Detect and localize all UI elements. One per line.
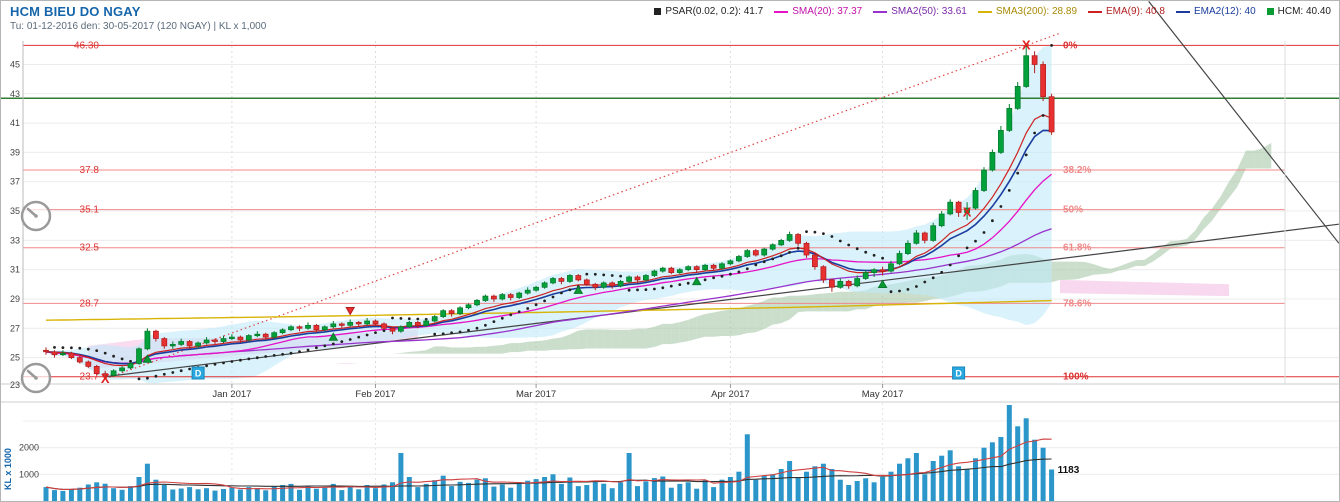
x-axis-month-label: Mar 2017: [516, 389, 556, 400]
legend-item-5[interactable]: EMA2(12): 40: [1175, 6, 1256, 17]
volume-series: [43, 405, 1055, 501]
fib-price-label: 23.7: [80, 372, 100, 383]
fib-price-label: 37.8: [80, 165, 100, 176]
support-line: [105, 223, 1339, 378]
svg-text:D: D: [955, 369, 962, 379]
buy-signal-icon: [142, 354, 153, 363]
legend-label: SMA3(200): 28.89: [995, 6, 1078, 17]
scroll-tool-icon-lower[interactable]: [20, 362, 52, 394]
resistance-line: [1148, 1, 1339, 244]
buy-signal-icon: [877, 279, 888, 288]
sell-signal-icon: [345, 307, 356, 316]
indicator-legend: PSAR(0.02, 0.2): 41.7 SMA(20): 37.37 SMA2(…: [654, 6, 1331, 17]
y-axis-tick-label: 35: [10, 206, 20, 216]
x-marker: X: [1022, 37, 1031, 52]
fib-price-label: 46.30: [74, 40, 99, 51]
y-axis-tick-label: 37: [10, 177, 20, 187]
fib-price-label: 35.1: [80, 205, 100, 216]
page-title: HCM BIEU DO NGAY: [10, 4, 141, 19]
y-axis-tick-label: 25: [10, 353, 20, 363]
y-axis-tick-label: 33: [10, 235, 20, 245]
legend-item-4[interactable]: EMA(9): 40.8: [1088, 6, 1165, 17]
fib-percent-label: 100%: [1063, 372, 1089, 383]
buy-signal-icon: [573, 285, 584, 294]
scroll-tool-icon-upper[interactable]: [20, 200, 52, 232]
legend-item-1[interactable]: SMA(20): 37.37: [774, 6, 862, 17]
legend-label: SMA2(50): 33.61: [891, 6, 967, 17]
fib-percent-label: 78.6%: [1063, 298, 1091, 309]
fib-percent-label: 38.2%: [1063, 165, 1091, 176]
last-volume-label: 1183: [1058, 465, 1080, 476]
legend-item-2[interactable]: SMA2(50): 33.61: [873, 6, 967, 17]
y-axis-tick-label: 31: [10, 265, 20, 275]
fibonacci-levels: 46.30 0% 37.8 38.2% 35.1 50% 32.5 61.8% 28.7 78.6…: [23, 40, 1339, 383]
chart-tools[interactable]: [20, 200, 52, 394]
x-axis-month-label: Feb 2017: [355, 389, 395, 400]
legend-label: SMA(20): 37.37: [792, 6, 863, 17]
y-axis-tick-label: 29: [10, 294, 20, 304]
y-axis-tick-label: 43: [10, 89, 20, 99]
fib-percent-label: 0%: [1063, 40, 1078, 51]
trendlines: [104, 1, 1339, 380]
y-axis-tick-label: 27: [10, 323, 20, 333]
chart-subtitle: Tu: 01-12-2016 den: 30-05-2017 (120 NGAY…: [10, 21, 267, 32]
psar-dots: [53, 44, 1053, 381]
buy-signal-icon: [328, 332, 339, 341]
axes: 45 43 41 39 37 35 33 31 29 27 25 23 Jan 2017 Feb 2017…: [1, 41, 1339, 403]
candlestick-series: [43, 45, 1055, 379]
fib-percent-label: 50%: [1063, 205, 1083, 216]
volume-axis-title: KL x 1000: [3, 448, 13, 490]
x-marker: X: [101, 371, 110, 386]
volume-tick-label: 1000: [19, 469, 39, 479]
volume-ma-lines: [45, 438, 1052, 490]
fib-percent-label: 61.8%: [1063, 243, 1091, 254]
x-axis-month-label: May 2017: [862, 389, 904, 400]
y-axis-tick-label: 45: [10, 60, 20, 70]
fib-price-label: 32.5: [80, 243, 100, 254]
grid-lines: [23, 41, 1339, 501]
bollinger-band: [46, 45, 1052, 384]
x-marker: X: [963, 205, 972, 220]
y-axis-tick-label: 41: [10, 118, 20, 128]
annotation-markers: X X X D D: [101, 37, 1031, 386]
y-axis-tick-label: 23: [10, 380, 20, 390]
fib-price-label: 28.7: [80, 298, 100, 309]
legend-label: HCM: 40.40: [1277, 6, 1331, 17]
legend-label: EMA(9): 40.8: [1106, 6, 1165, 17]
x-axis-month-label: Jan 2017: [212, 389, 251, 400]
legend-label: PSAR(0.02, 0.2): 41.7: [665, 6, 764, 17]
legend-swatch-icon: [1088, 10, 1103, 13]
legend-label: EMA2(12): 40: [1193, 6, 1256, 17]
legend-item-0[interactable]: PSAR(0.02, 0.2): 41.7: [654, 6, 763, 17]
legend-swatch-icon: [1175, 10, 1190, 13]
indicator-lines: [45, 114, 1053, 367]
volume-tick-label: 2000: [19, 443, 39, 453]
svg-text:D: D: [195, 369, 202, 379]
legend-swatch-icon: [1266, 8, 1274, 15]
signal-markers: [142, 276, 888, 363]
dividend-marker: [952, 366, 966, 380]
dividend-marker: [191, 366, 205, 380]
legend-item-6[interactable]: HCM: 40.40: [1266, 6, 1331, 17]
legend-swatch-icon: [774, 10, 789, 13]
legend-swatch-icon: [873, 10, 888, 13]
legend-swatch-icon: [654, 8, 662, 15]
uptrend-dotted: [104, 32, 1061, 380]
chart-header: HCM BIEU DO NGAY Tu: 01-12-2016 den: 30-…: [10, 4, 266, 32]
x-axis-month-label: Apr 2017: [711, 389, 750, 400]
buy-signal-icon: [691, 276, 702, 286]
volume-axis: 1000 2000 KL x 1000 1183: [3, 443, 1080, 490]
legend-item-3[interactable]: SMA3(200): 28.89: [977, 6, 1078, 17]
y-axis-tick-label: 39: [10, 147, 20, 157]
legend-swatch-icon: [977, 10, 992, 13]
